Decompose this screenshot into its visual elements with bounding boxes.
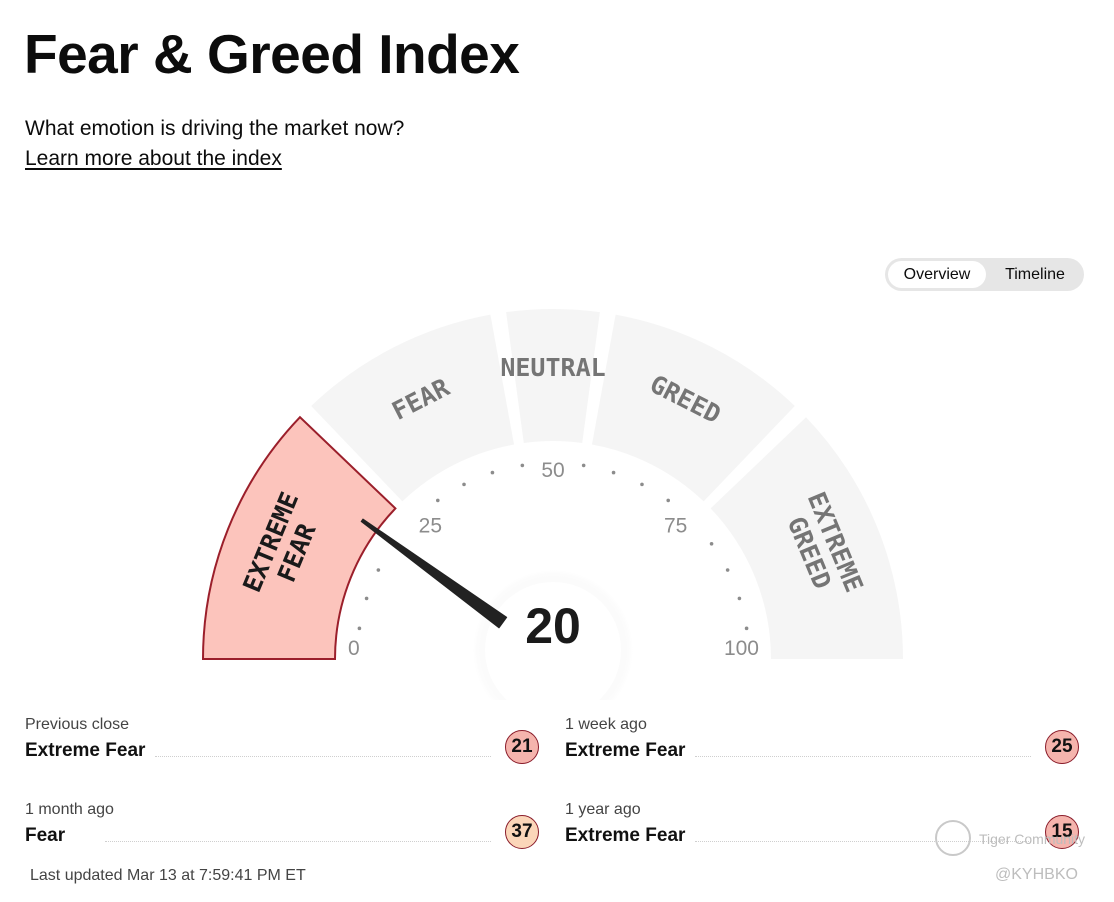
fear-greed-gauge: 0 25 50 75 100 EXTREMEFEARFEARNEUTRALGREEDEX… [201, 309, 903, 700]
page-title: Fear & Greed Index [24, 23, 520, 85]
tick-dot [435, 498, 440, 503]
history-rating: Extreme Fear [25, 740, 146, 761]
tick-dot [520, 463, 525, 468]
history-score-badge: 15 [1045, 815, 1079, 849]
tab-timeline[interactable]: Timeline [1005, 266, 1065, 283]
segment-fear [311, 314, 515, 502]
tick-dot [611, 470, 616, 475]
watermark-user: @KYHBKO [995, 866, 1078, 883]
history-label: 1 week ago [565, 716, 647, 733]
tick-dot [709, 541, 714, 546]
segment-neutral [506, 309, 600, 443]
history-1-year-ago: 1 year ago Extreme Fear 15 [565, 801, 1079, 881]
tiger-logo-icon [935, 820, 971, 856]
view-toggle: Overview Timeline [885, 258, 1084, 291]
tick-dot [666, 498, 671, 503]
tick-dot [744, 626, 749, 631]
last-updated: Last updated Mar 13 at 7:59:41 PM ET [30, 867, 306, 884]
segment-extreme-fear [201, 415, 397, 660]
tab-overview[interactable]: Overview [888, 261, 986, 288]
history-rating: Fear [25, 825, 66, 846]
dotted-leader [155, 756, 491, 757]
tick-dot [737, 596, 742, 601]
tick-label-50: 50 [541, 459, 564, 482]
history-label: 1 year ago [565, 801, 641, 818]
tick-dot [725, 568, 730, 572]
history-rating: Extreme Fear [565, 740, 686, 761]
history-1-week-ago: 1 week ago Extreme Fear 25 [565, 716, 1079, 796]
gauge-hub [485, 582, 621, 700]
tick-label-100: 100 [724, 637, 759, 660]
dotted-leader [695, 756, 1031, 757]
watermark: Tiger Community @KYHBKO [935, 820, 1105, 890]
tick-dot [462, 482, 466, 487]
tick-dot [376, 568, 381, 572]
tick-label-75: 75 [664, 515, 687, 538]
segment-label-line: NEUTRAL [500, 353, 605, 382]
tick-dot [364, 596, 369, 601]
segment-greed [591, 314, 795, 502]
segment-extreme-greed [710, 417, 903, 659]
segment-label-neutral: NEUTRAL [500, 353, 605, 382]
gauge-needle [360, 518, 508, 629]
history-1-month-ago: 1 month ago Fear 37 [25, 801, 539, 881]
tick-label-25: 25 [419, 515, 442, 538]
tick-dot [357, 626, 362, 631]
history-label: 1 month ago [25, 801, 114, 818]
tick-label-0: 0 [348, 637, 360, 660]
page-subtitle: What emotion is driving the market now? [25, 117, 405, 140]
tick-dot [640, 482, 644, 487]
watermark-name: Tiger Community [979, 831, 1086, 847]
history-score-badge: 21 [505, 730, 539, 764]
gauge-value: 20 [525, 598, 581, 654]
history-previous-close: Previous close Extreme Fear 21 [25, 716, 539, 796]
dotted-leader [105, 841, 491, 842]
tick-dot [581, 463, 586, 468]
history-label: Previous close [25, 716, 130, 733]
gauge-tick-labels: 0 25 50 75 100 [348, 459, 759, 660]
tick-dot [490, 470, 495, 475]
gauge-segments [201, 309, 903, 660]
history-score-badge: 25 [1045, 730, 1079, 764]
history-rating: Extreme Fear [565, 825, 686, 846]
learn-more-link[interactable]: Learn more about the index [25, 147, 282, 170]
history-score-badge: 37 [505, 815, 539, 849]
dotted-leader [695, 841, 1031, 842]
